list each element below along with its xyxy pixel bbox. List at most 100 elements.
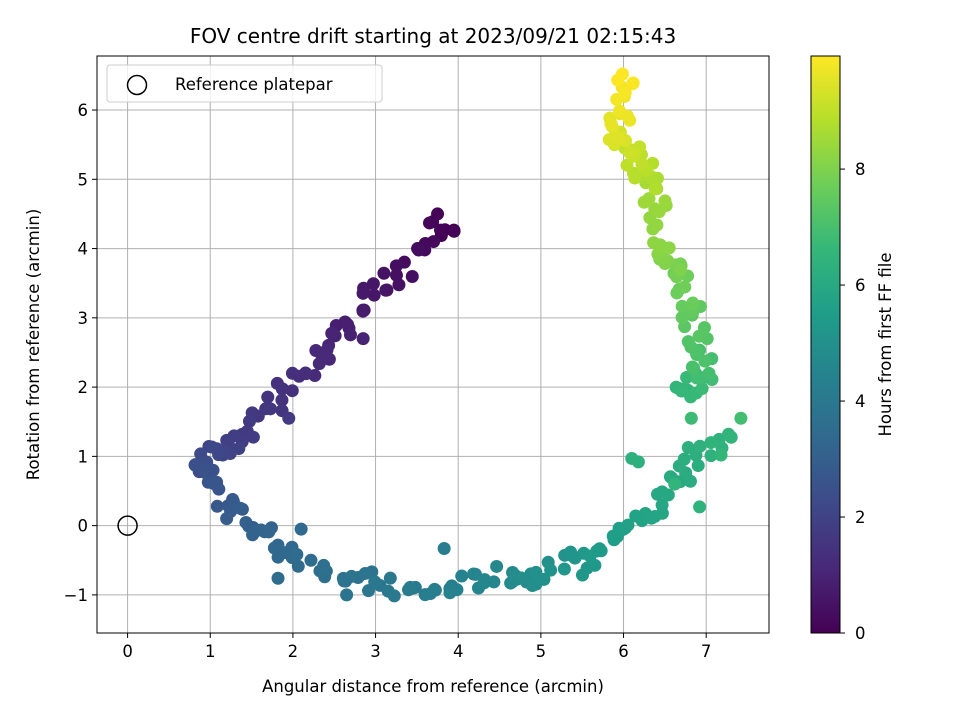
data-point xyxy=(612,104,626,118)
data-point xyxy=(478,573,492,587)
data-point xyxy=(693,500,707,514)
data-point xyxy=(647,236,661,250)
data-point xyxy=(212,482,226,496)
data-point xyxy=(704,436,718,450)
axes-frame xyxy=(96,55,770,634)
data-point xyxy=(340,588,354,602)
data-point xyxy=(698,354,712,368)
data-point xyxy=(566,549,580,563)
reference-marker xyxy=(117,515,138,536)
data-point xyxy=(684,411,698,425)
data-point xyxy=(356,286,370,300)
data-point xyxy=(447,224,461,238)
data-point xyxy=(544,563,558,577)
colorbar-gradient xyxy=(811,56,840,633)
data-point xyxy=(291,559,305,573)
colorbar-tick-label: 2 xyxy=(855,508,866,527)
data-point xyxy=(220,512,234,526)
data-point xyxy=(615,67,629,81)
data-point xyxy=(714,448,728,462)
data-point xyxy=(626,76,640,90)
data-point xyxy=(648,182,662,196)
y-tick-label: 6 xyxy=(78,101,89,120)
data-point xyxy=(675,299,689,313)
data-point xyxy=(661,488,675,502)
data-point xyxy=(290,548,304,562)
data-point xyxy=(623,146,637,160)
colorbar: 0 2 4 6 8 Hours from first FF file xyxy=(810,55,895,643)
y-axis-label: Rotation from reference (arcmin) xyxy=(24,209,43,481)
legend-entry-label: Reference platepar xyxy=(175,75,333,94)
data-point xyxy=(275,393,289,407)
data-point xyxy=(282,411,296,425)
data-point xyxy=(620,158,634,172)
y-tick-label: 4 xyxy=(78,240,89,259)
data-point xyxy=(312,357,326,371)
chart-title: FOV centre drift starting at 2023/09/21 … xyxy=(190,24,676,48)
data-point xyxy=(621,518,635,532)
data-point xyxy=(702,366,716,380)
data-point xyxy=(490,559,504,573)
legend-box xyxy=(106,64,383,103)
x-tick-label: 2 xyxy=(288,642,299,661)
data-point xyxy=(685,360,699,374)
y-tick-label: 5 xyxy=(78,170,89,189)
data-point xyxy=(704,449,718,463)
scatter-points xyxy=(117,67,748,603)
data-point xyxy=(593,542,607,556)
data-point xyxy=(734,411,748,425)
data-point xyxy=(318,570,332,584)
data-point xyxy=(423,216,437,230)
data-point xyxy=(644,511,658,525)
y-tick-label: −1 xyxy=(64,586,88,605)
data-point xyxy=(233,501,247,515)
data-point xyxy=(392,278,406,292)
data-point xyxy=(389,259,403,273)
y-tick-label: 0 xyxy=(78,517,89,536)
data-point xyxy=(443,586,457,600)
data-point xyxy=(356,303,370,317)
grid xyxy=(97,56,769,633)
data-point xyxy=(635,157,649,171)
data-point xyxy=(239,515,253,529)
data-point xyxy=(299,367,313,381)
data-point xyxy=(631,455,645,469)
data-point xyxy=(246,430,260,444)
data-point xyxy=(693,439,707,453)
y-tick-label: 2 xyxy=(78,378,89,397)
x-tick-label: 3 xyxy=(370,642,381,661)
data-point xyxy=(271,571,285,585)
data-point xyxy=(317,558,331,572)
data-point xyxy=(367,288,381,302)
data-point xyxy=(356,332,370,346)
data-point xyxy=(383,571,397,585)
x-tick-label: 5 xyxy=(536,642,547,661)
data-point xyxy=(379,283,393,297)
data-point xyxy=(309,343,323,357)
data-point xyxy=(529,565,543,579)
legend-marker-reference xyxy=(126,74,148,96)
data-point xyxy=(197,462,211,476)
data-point xyxy=(652,205,666,219)
data-point xyxy=(212,448,226,462)
data-point xyxy=(403,580,417,594)
data-point xyxy=(285,366,299,380)
data-point xyxy=(210,499,224,513)
data-point xyxy=(668,477,682,491)
colorbar-ticks: 0 2 4 6 8 xyxy=(840,160,866,643)
data-point xyxy=(368,575,382,589)
data-point xyxy=(618,86,632,100)
data-point xyxy=(557,562,571,576)
data-point xyxy=(724,430,738,444)
x-tick-label: 0 xyxy=(122,642,133,661)
data-point xyxy=(431,207,445,221)
axis-ticks: 0 1 2 3 4 5 6 7 −1 0 1 2 3 4 5 6 xyxy=(64,101,712,661)
legend: Reference platepar xyxy=(106,64,383,103)
data-point xyxy=(285,384,299,398)
data-point xyxy=(294,522,308,536)
data-point xyxy=(261,390,275,404)
colorbar-tick-label: 4 xyxy=(855,392,866,411)
data-point xyxy=(690,371,704,385)
x-tick-label: 6 xyxy=(618,642,629,661)
